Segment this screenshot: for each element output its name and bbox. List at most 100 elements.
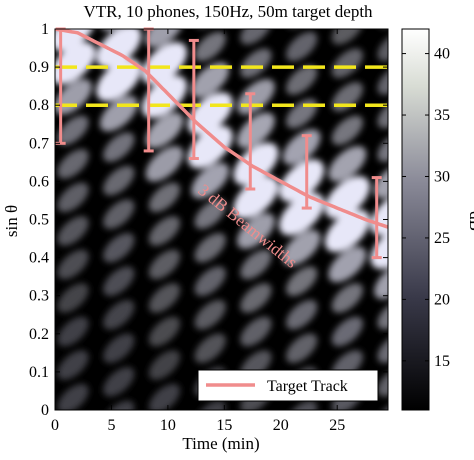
lobe — [194, 199, 226, 229]
lobe — [233, 142, 279, 186]
y-tick-label: 0.4 — [29, 250, 49, 267]
chart-title: VTR, 10 phones, 150Hz, 50m target depth — [83, 2, 373, 21]
colorbar-tick-label: 15 — [434, 353, 450, 370]
lobe — [331, 316, 363, 347]
colorbar-gradient — [401, 28, 430, 411]
lobe — [324, 209, 370, 253]
lobe — [103, 367, 135, 397]
lobe — [148, 182, 181, 213]
colorbar-tick-label: 40 — [434, 46, 450, 63]
y-axis-label: sin θ — [2, 205, 21, 237]
lobe — [148, 383, 181, 410]
lobe — [233, 176, 279, 219]
lobe — [103, 333, 135, 364]
lobe — [57, 283, 89, 313]
lobe — [286, 266, 318, 296]
y-tick-label: 0.5 — [29, 212, 49, 229]
lobe — [194, 300, 226, 330]
lobe — [57, 216, 89, 246]
lobe — [194, 31, 226, 62]
lobe — [377, 98, 388, 129]
colorbar-tick-label: 20 — [434, 291, 450, 308]
lobe — [194, 333, 226, 364]
lobe — [279, 192, 325, 236]
lobe — [148, 283, 181, 313]
lobe — [286, 300, 318, 330]
legend-label: Target Track — [267, 378, 348, 395]
lobe — [240, 48, 272, 79]
target-track-line — [55, 29, 388, 229]
x-tick-label: 25 — [329, 417, 345, 434]
lobe — [142, 75, 187, 119]
lobe — [194, 266, 226, 296]
lobe — [374, 162, 388, 199]
lobe — [240, 316, 272, 347]
lobe — [96, 29, 142, 68]
lobe — [57, 316, 89, 347]
lobe — [145, 112, 184, 149]
colorbar-tick-label: 35 — [434, 107, 450, 124]
lobe — [194, 400, 226, 410]
lobe — [286, 400, 318, 410]
lobe — [57, 149, 89, 179]
colorbar: 15 20 25 30 35 40 dB — [401, 28, 474, 411]
lobe — [377, 132, 388, 162]
lobe — [103, 132, 135, 162]
lobe — [57, 249, 89, 280]
lobe — [279, 159, 325, 202]
y-tick-label: 0.8 — [29, 97, 49, 114]
lobe — [103, 266, 135, 296]
lobe — [145, 146, 184, 182]
lobe — [191, 62, 230, 98]
lobe — [240, 249, 272, 280]
colorbar-tick-label: 30 — [434, 168, 450, 185]
lobe — [286, 31, 318, 62]
beamwidth-bars — [55, 27, 382, 260]
y-tick-label: 0.2 — [29, 326, 49, 343]
reference-lines — [55, 65, 388, 107]
y-tick-label: 0.9 — [29, 59, 49, 76]
y-tick-label: 1 — [41, 21, 49, 38]
plot-area: 3 dB Beamwidths Target Track — [54, 0, 414, 411]
lobe — [328, 146, 367, 182]
lobe — [103, 400, 135, 410]
lobe — [377, 65, 388, 95]
x-tick-label: 0 — [51, 417, 59, 434]
x-tick-label: 5 — [107, 417, 115, 434]
lobe — [377, 31, 388, 62]
lobe — [282, 129, 321, 165]
lobe — [372, 0, 414, 33]
lobe — [328, 246, 367, 283]
lobe — [377, 300, 388, 330]
legend: Target Track — [197, 369, 379, 402]
lobe — [240, 29, 272, 45]
lobe — [57, 350, 89, 380]
lobe — [286, 333, 318, 364]
y-tick-label: 0.3 — [29, 288, 49, 305]
lobe — [96, 58, 142, 102]
lobe — [331, 283, 363, 313]
lobe — [377, 367, 388, 397]
lobe — [103, 300, 135, 330]
lobe — [103, 199, 135, 229]
lobe — [103, 232, 135, 263]
x-axis-label: Time (min) — [182, 434, 259, 453]
lobe — [148, 350, 181, 380]
y-tick-label: 0 — [41, 402, 49, 419]
x-axis: 0 5 10 15 20 25 — [51, 29, 345, 434]
lobe — [57, 383, 89, 410]
lobe — [331, 29, 363, 45]
lobe — [331, 48, 363, 79]
lobe — [331, 115, 363, 146]
lobe — [374, 263, 388, 300]
x-tick-label: 10 — [160, 417, 176, 434]
lobe — [145, 29, 184, 48]
lobe — [103, 165, 135, 196]
y-tick-label: 0.7 — [29, 135, 49, 152]
lobe — [187, 125, 233, 169]
lobe — [237, 213, 275, 249]
lobe — [148, 316, 181, 347]
lobe — [148, 249, 181, 280]
y-tick-label: 0.6 — [29, 173, 49, 190]
colorbar-tick-label: 25 — [434, 230, 450, 247]
